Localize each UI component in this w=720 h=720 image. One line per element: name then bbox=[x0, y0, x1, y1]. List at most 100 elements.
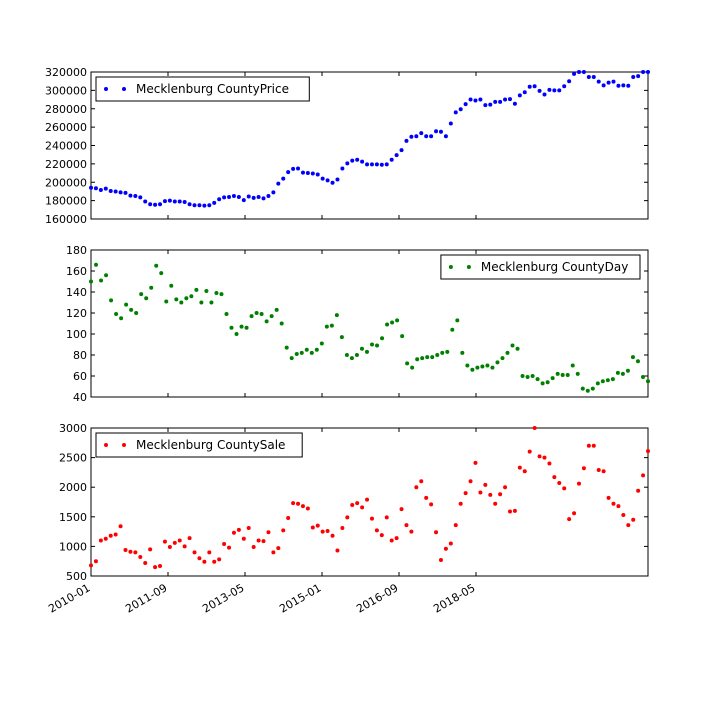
data-point bbox=[453, 523, 458, 528]
x-tick-label: 2016-09 bbox=[354, 581, 400, 615]
data-point bbox=[172, 540, 177, 545]
data-point bbox=[256, 194, 261, 199]
legend-box bbox=[440, 254, 641, 280]
data-point bbox=[113, 189, 118, 194]
data-point bbox=[182, 544, 187, 549]
data-point bbox=[281, 528, 286, 533]
data-point bbox=[625, 368, 630, 373]
data-point bbox=[646, 70, 650, 74]
data-point bbox=[355, 157, 360, 162]
data-point bbox=[153, 202, 158, 207]
data-point bbox=[567, 79, 572, 84]
data-point bbox=[379, 533, 384, 538]
data-point bbox=[557, 88, 562, 93]
data-point bbox=[354, 353, 359, 357]
data-point bbox=[374, 528, 379, 533]
data-point bbox=[572, 71, 577, 76]
data-point bbox=[600, 379, 605, 384]
data-point bbox=[291, 501, 296, 506]
data-point bbox=[279, 321, 284, 326]
data-point bbox=[222, 542, 227, 547]
data-point bbox=[389, 538, 394, 543]
data-point bbox=[229, 325, 234, 330]
data-point bbox=[281, 176, 286, 181]
data-point bbox=[314, 347, 319, 352]
data-point bbox=[305, 506, 310, 511]
data-point bbox=[410, 365, 415, 370]
data-point bbox=[581, 70, 586, 74]
data-point bbox=[404, 138, 409, 143]
data-point bbox=[335, 177, 340, 182]
data-point bbox=[149, 285, 154, 290]
data-point bbox=[335, 548, 340, 553]
data-point bbox=[580, 386, 585, 391]
data-point bbox=[458, 107, 463, 112]
data-point bbox=[304, 347, 309, 352]
data-point bbox=[399, 507, 404, 512]
data-point bbox=[445, 349, 450, 354]
data-point bbox=[204, 288, 209, 293]
data-point bbox=[138, 195, 143, 200]
x-tick-label: 2018-05 bbox=[431, 581, 477, 615]
data-point bbox=[503, 485, 508, 490]
data-point bbox=[189, 294, 194, 299]
panel-1: 160000 180000 200000 220000 240000 260000 2800… bbox=[45, 66, 650, 226]
data-point bbox=[641, 70, 646, 74]
data-point bbox=[590, 386, 595, 391]
data-point bbox=[289, 356, 294, 361]
data-point bbox=[498, 492, 503, 497]
data-point bbox=[320, 176, 325, 181]
data-point bbox=[349, 356, 354, 361]
data-point bbox=[517, 465, 522, 470]
data-point bbox=[606, 495, 611, 500]
data-point bbox=[144, 296, 149, 301]
data-point bbox=[429, 134, 434, 139]
data-point bbox=[498, 99, 503, 104]
data-point bbox=[113, 532, 118, 537]
data-point bbox=[207, 203, 212, 208]
data-point bbox=[631, 75, 636, 80]
y-tick-label: 160 bbox=[66, 265, 87, 278]
data-point bbox=[545, 380, 550, 385]
data-point bbox=[207, 550, 212, 555]
legend: Mecklenburg CountyPrice bbox=[95, 76, 310, 102]
data-point bbox=[330, 533, 335, 538]
data-point bbox=[184, 296, 189, 301]
legend-label: Mecklenburg CountyPrice bbox=[136, 82, 289, 96]
data-point bbox=[420, 356, 425, 361]
data-point bbox=[440, 350, 445, 355]
y-tick-label: 40 bbox=[73, 391, 87, 404]
data-point bbox=[611, 501, 616, 506]
data-point bbox=[532, 426, 537, 430]
data-point bbox=[424, 134, 429, 139]
data-point bbox=[473, 460, 478, 465]
data-point bbox=[626, 83, 631, 88]
data-point bbox=[438, 129, 443, 134]
data-point bbox=[369, 162, 374, 167]
data-point bbox=[359, 346, 364, 351]
data-point bbox=[305, 171, 310, 176]
data-point bbox=[470, 367, 475, 372]
data-point bbox=[500, 356, 505, 361]
data-point bbox=[424, 495, 429, 500]
legend: Mecklenburg CountyDay bbox=[440, 254, 641, 280]
data-point bbox=[143, 560, 148, 565]
legend-box bbox=[95, 76, 310, 102]
data-point bbox=[455, 318, 460, 323]
data-point bbox=[575, 371, 580, 376]
legend-label: Mecklenburg CountyDay bbox=[481, 260, 628, 274]
data-point bbox=[99, 278, 104, 283]
data-point bbox=[158, 202, 163, 207]
data-point bbox=[133, 194, 138, 199]
data-point bbox=[522, 90, 527, 95]
data-point bbox=[334, 313, 339, 318]
data-point bbox=[434, 129, 439, 134]
data-point bbox=[274, 307, 279, 312]
data-point bbox=[485, 363, 490, 368]
data-point bbox=[276, 181, 281, 186]
data-point bbox=[172, 199, 177, 204]
data-point bbox=[448, 541, 453, 546]
data-point bbox=[138, 555, 143, 560]
data-point bbox=[591, 75, 596, 80]
data-point bbox=[532, 84, 537, 89]
